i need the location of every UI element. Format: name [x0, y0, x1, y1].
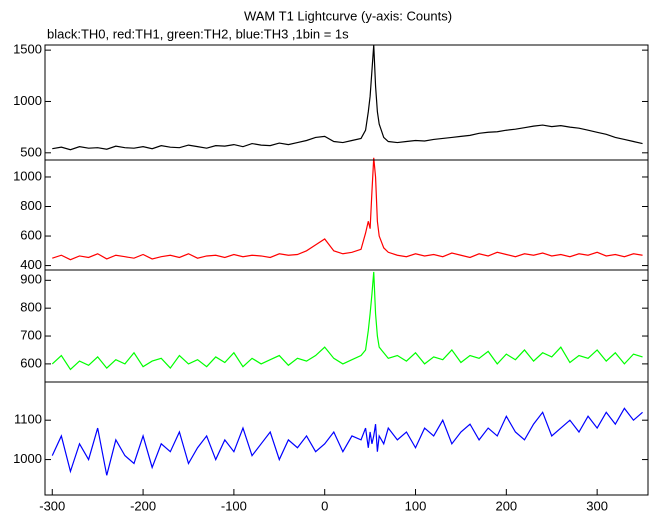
y-tick-label: 500	[20, 144, 42, 159]
panel-frame	[44, 44, 649, 161]
y-tick-label: 700	[20, 327, 42, 342]
y-tick-label: 1100	[14, 412, 42, 427]
x-tick-label: 100	[405, 498, 427, 513]
x-tick-label: 200	[495, 498, 517, 513]
series-line	[52, 44, 643, 151]
y-tick-label: 600	[20, 227, 42, 242]
x-tick-label: 300	[586, 498, 608, 513]
y-tick-label: 1000	[13, 451, 42, 466]
y-tick-label: 600	[20, 355, 42, 370]
y-tick-label: 1500	[13, 42, 42, 57]
x-tick-label: -200	[130, 498, 156, 513]
chart-subtitle: black:TH0, red:TH1, green:TH2, blue:TH3 …	[47, 26, 349, 41]
series-line	[51, 407, 643, 476]
x-tick-label: -100	[221, 498, 247, 513]
series-line	[52, 157, 643, 261]
y-tick-label: 1000	[13, 168, 42, 183]
x-tick-label: -300	[39, 498, 65, 513]
y-tick-label: 800	[20, 300, 42, 315]
panel-frame	[44, 269, 649, 383]
y-tick-label: 1000	[13, 93, 42, 108]
y-tick-label: 400	[20, 257, 42, 272]
x-tick-label: 0	[321, 498, 328, 513]
panel-frame	[44, 381, 649, 496]
y-tick-label: 800	[20, 198, 42, 213]
y-tick-label: 900	[20, 272, 42, 287]
chart-title: WAM T1 Lightcurve (y-axis: Counts)	[244, 8, 452, 23]
series-line	[51, 271, 643, 371]
